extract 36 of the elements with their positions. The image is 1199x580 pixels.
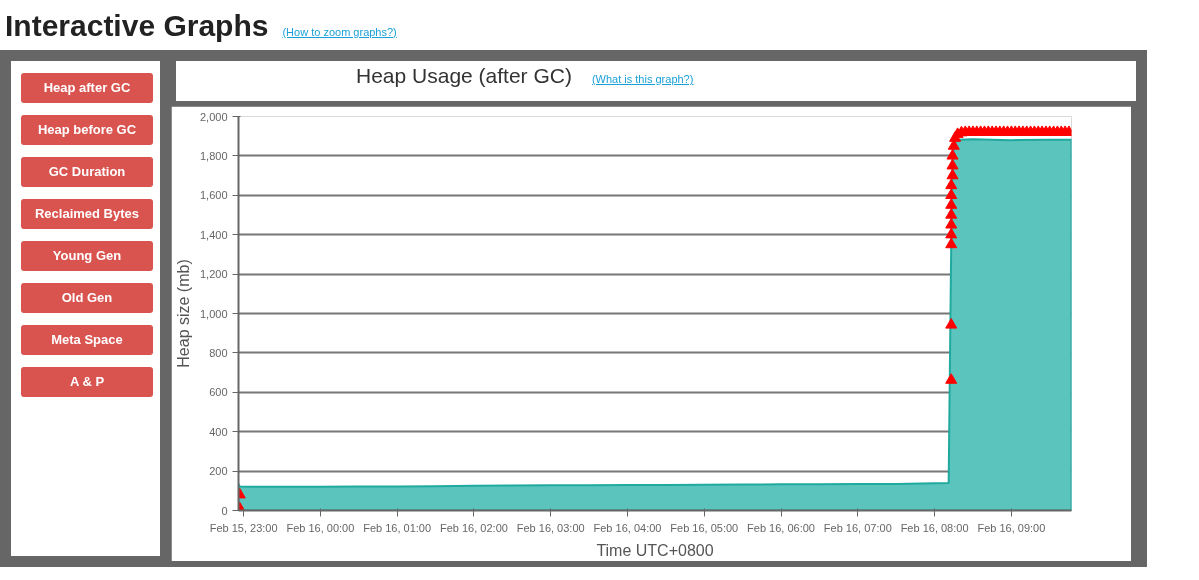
y-tick-label: 1,400 [199, 228, 228, 241]
x-tick-label: Feb 16, 07:00 [823, 521, 892, 534]
x-tick-label: Feb 16, 09:00 [977, 521, 1046, 534]
text: (What is this graph?) [591, 72, 694, 87]
y-tick-label: 2,000 [199, 110, 228, 123]
chart-title: Heap Usage (after GC) [356, 63, 572, 89]
y-tick-label: 800 [209, 346, 228, 359]
x-tick-label: Feb 16, 05:00 [670, 521, 739, 534]
x-tick-label: Feb 16, 01:00 [363, 521, 432, 534]
x-tick-label: Feb 16, 02:00 [440, 521, 508, 534]
x-tick-label: Feb 16, 00:00 [286, 521, 355, 534]
y-axis-title: Heap size (mb) [174, 259, 192, 368]
text: Heap after GC [21, 73, 153, 103]
text: GC Duration [21, 157, 153, 187]
y-tick-label: 600 [209, 386, 228, 399]
x-tick-label: Feb 16, 04:00 [593, 521, 662, 534]
text: Young Gen [21, 241, 153, 271]
x-tick-label: Feb 16, 06:00 [747, 521, 815, 534]
y-tick-label: 400 [209, 425, 228, 438]
text: (How to zoom graphs?) [282, 25, 397, 40]
y-tick-label: 1,200 [199, 268, 228, 281]
text: Heap before GC [21, 115, 153, 145]
y-tick-label: 0 [221, 504, 228, 517]
text: Meta Space [21, 325, 153, 355]
text: A & P [21, 367, 153, 397]
x-tick-label: Feb 15, 23:00 [209, 521, 278, 534]
y-tick-label: 200 [209, 465, 228, 478]
text: Interactive Graphs [5, 8, 269, 44]
y-tick-label: 1,600 [199, 189, 228, 202]
y-tick-label: 1,000 [199, 307, 228, 320]
x-tick-label: Feb 16, 03:00 [516, 521, 585, 534]
text: Old Gen [21, 283, 153, 313]
x-axis-title: Time UTC+0800 [596, 541, 714, 559]
y-tick-label: 1,800 [199, 149, 228, 162]
x-tick-label: Feb 16, 08:00 [900, 521, 969, 534]
text: Reclaimed Bytes [21, 199, 153, 229]
